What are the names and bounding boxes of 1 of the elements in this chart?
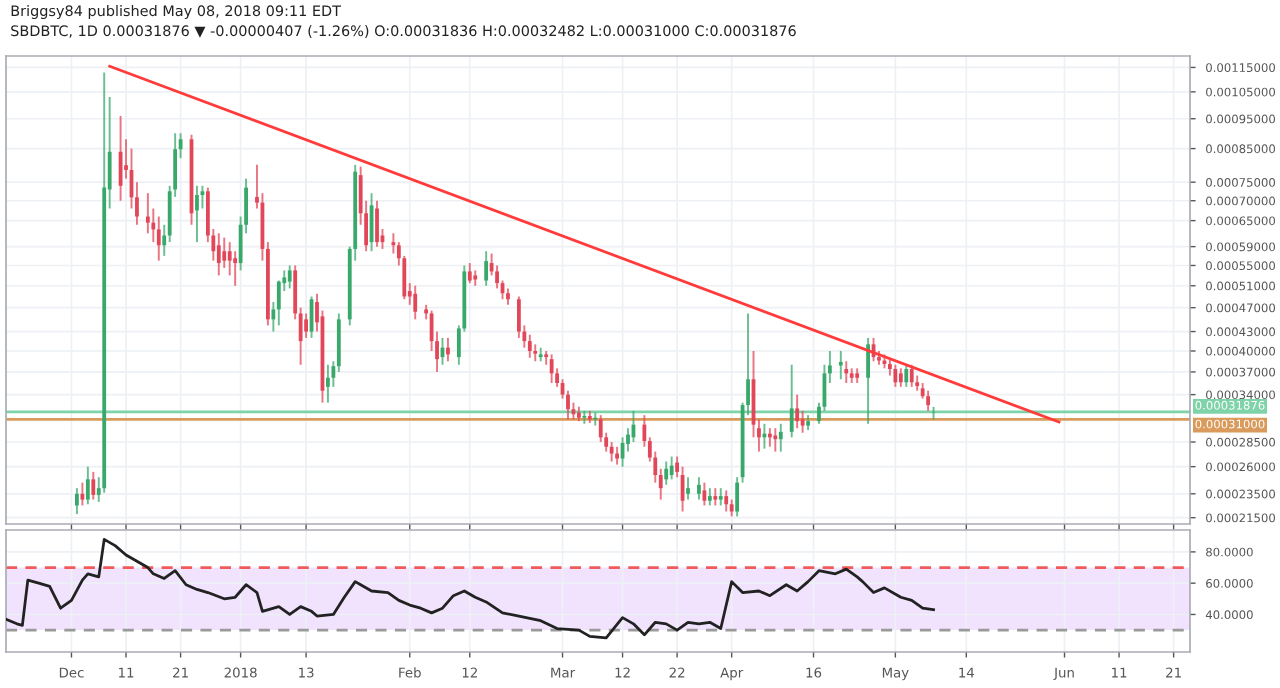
- line-series: [6, 537, 935, 640]
